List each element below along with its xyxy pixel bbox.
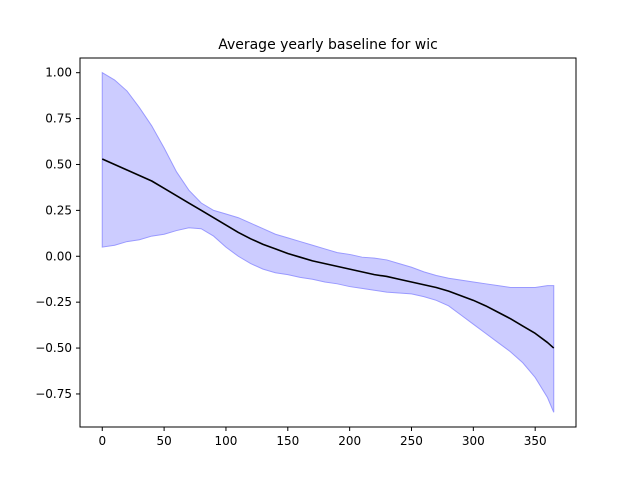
x-tick-label: 100 <box>215 434 238 448</box>
axes-layer: 0 50 100 150 200 250 300 350 −0.75 −0.50 −0.25 0.00… <box>35 57 577 448</box>
baseline-line <box>101 158 555 349</box>
x-tick-label: 200 <box>338 434 361 448</box>
plot-clip-group <box>101 71 555 413</box>
confidence-band <box>101 71 555 413</box>
y-tick-label: −0.50 <box>35 341 72 355</box>
x-tick-label: 50 <box>156 434 171 448</box>
plot-layer <box>101 71 555 413</box>
y-tick-label: 0.50 <box>45 157 72 171</box>
axes-frame <box>79 57 577 428</box>
y-tick-label: −0.75 <box>35 387 72 401</box>
x-tick-label: 350 <box>524 434 547 448</box>
chart-title: Average yearly baseline for wic <box>218 37 438 53</box>
x-tick-label: 150 <box>276 434 299 448</box>
x-tick-label: 300 <box>462 434 485 448</box>
y-tick-label: 1.00 <box>45 66 72 80</box>
x-tick-label: 0 <box>98 434 106 448</box>
y-tick-label: 0.75 <box>45 112 72 126</box>
x-tick-label: 250 <box>400 434 423 448</box>
y-tick-label: 0.00 <box>45 249 72 263</box>
y-tick-label: 0.25 <box>45 203 72 217</box>
y-tick-label: −0.25 <box>35 295 72 309</box>
